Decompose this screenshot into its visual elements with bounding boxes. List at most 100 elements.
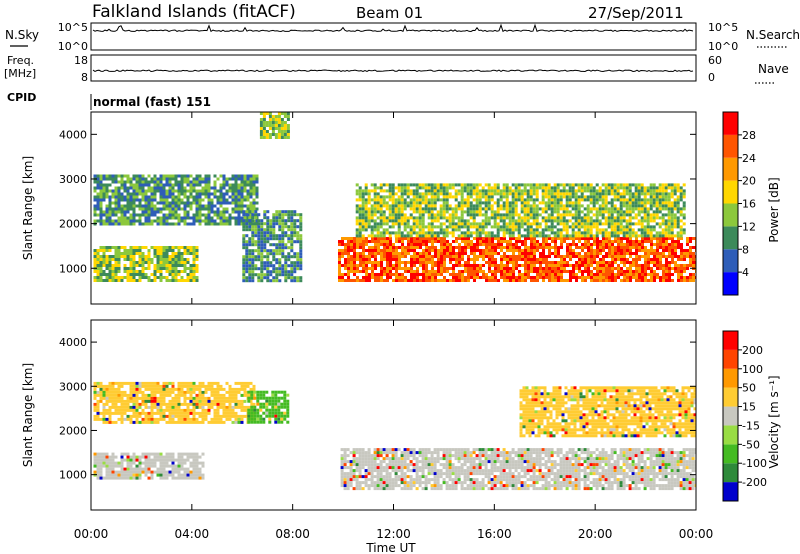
echo-cell-5: [628, 189, 632, 193]
echo-cell-4: [671, 252, 674, 255]
echo-cell-3: [262, 121, 266, 124]
echo-cell-2: [245, 267, 249, 271]
echo-cell-4: [434, 237, 437, 240]
echo-cell-2: [299, 216, 303, 220]
echo-cell-4: [596, 237, 599, 240]
echo-cell-0: [141, 467, 145, 471]
echo-cell-0: [111, 458, 115, 462]
echo-cell-5: [553, 207, 557, 211]
echo-cell-0: [189, 264, 193, 267]
echo-cell-3: [274, 124, 278, 127]
echo-cell-1: [126, 210, 130, 214]
echo-cell-0: [186, 467, 190, 471]
echo-cell-5: [676, 183, 680, 187]
echo-cell-0: [147, 461, 151, 465]
echo-cell-4: [500, 249, 503, 252]
echo-cell-5: [595, 210, 599, 214]
echo-cell-4: [677, 270, 680, 273]
echo-cell-0: [135, 264, 139, 267]
echo-cell-4: [431, 267, 434, 270]
echo-cell-0: [171, 264, 175, 267]
echo-cell-5: [643, 195, 647, 199]
echo-cell-4: [401, 249, 404, 252]
echo-cell-4: [587, 252, 590, 255]
echo-cell-5: [418, 204, 422, 208]
echo-cell-5: [652, 183, 656, 187]
echo-cell-1: [102, 213, 106, 217]
echo-cell-4: [656, 252, 659, 255]
echo-cell-0: [177, 255, 181, 258]
echo-cell-5: [451, 219, 455, 223]
echo-cell-4: [608, 279, 611, 282]
echo-cell-5: [577, 198, 581, 202]
echo-cell-5: [442, 234, 446, 238]
echo-cell-5: [625, 225, 629, 229]
echo-cell-4: [506, 276, 509, 279]
echo-cell-4: [476, 276, 479, 279]
echo-cell-4: [506, 240, 509, 243]
echo-cell-5: [391, 189, 395, 193]
echo-cell-5: [562, 192, 566, 196]
echo-cell-5: [397, 210, 401, 214]
echo-cell-5: [451, 213, 455, 217]
echo-cell-2: [248, 255, 252, 259]
echo-cell-5: [412, 225, 416, 229]
echo-cell-5: [403, 213, 407, 217]
echo-cell-5: [460, 222, 464, 226]
echo-cell-5: [520, 219, 524, 223]
echo-cell-4: [509, 249, 512, 252]
echo-cell-5: [361, 204, 365, 208]
echo-cell-4: [515, 279, 518, 282]
echo-cell-5: [493, 219, 497, 223]
echo-cell-1: [255, 207, 259, 211]
echo-cell-4: [641, 270, 644, 273]
echo-cell-4: [575, 252, 578, 255]
echo-cell-5: [373, 222, 377, 226]
echo-cell-0: [132, 458, 136, 462]
echo-cell-0: [108, 267, 112, 270]
echo-cell-5: [622, 219, 626, 223]
echo-cell-5: [406, 219, 410, 223]
echo-cell-2: [248, 267, 252, 271]
echo-cell-1: [147, 186, 151, 190]
echo-cell-4: [461, 270, 464, 273]
echo-cell-5: [604, 198, 608, 202]
echo-cell-2: [263, 231, 267, 235]
echo-cell-1: [192, 177, 196, 181]
echo-cell-4: [566, 237, 569, 240]
echo-cell-5: [523, 207, 527, 211]
echo-cell-0: [114, 470, 118, 474]
echo-cell-5: [556, 234, 560, 238]
echo-cell-5: [541, 195, 545, 199]
echo-cell-0: [138, 261, 142, 264]
echo-cell-4: [548, 270, 551, 273]
echo-cell-0: [129, 467, 133, 471]
echo-cell-5: [646, 228, 650, 232]
echo-cell-5: [400, 219, 404, 223]
echo-cell-0: [141, 264, 145, 267]
echo-cell-0: [123, 252, 127, 255]
echo-cell-4: [428, 246, 431, 249]
echo-cell-4: [683, 252, 686, 255]
echo-cell-5: [568, 192, 572, 196]
echo-cell-1: [237, 186, 241, 190]
echo-cell-4: [443, 258, 446, 261]
echo-cell-4: [482, 276, 485, 279]
echo-cell-1: [105, 186, 109, 190]
echo-cell-0: [156, 455, 160, 459]
echo-cell-5: [379, 234, 383, 238]
echo-cell-2: [284, 219, 288, 223]
echo-cell-1: [195, 207, 199, 211]
echo-cell-5: [469, 231, 473, 235]
echo-cell-1: [165, 174, 169, 178]
echo-cell-4: [593, 279, 596, 282]
echo-cell-0: [183, 452, 187, 456]
echo-cell-0: [174, 476, 178, 480]
echo-cell-5: [487, 198, 491, 202]
echo-cell-2: [266, 225, 270, 229]
echo-cell-2: [254, 213, 258, 217]
echo-cell-4: [365, 237, 368, 240]
echo-cell-4: [368, 249, 371, 252]
echo-cell-0: [159, 246, 163, 249]
echo-cell-1: [240, 189, 244, 193]
